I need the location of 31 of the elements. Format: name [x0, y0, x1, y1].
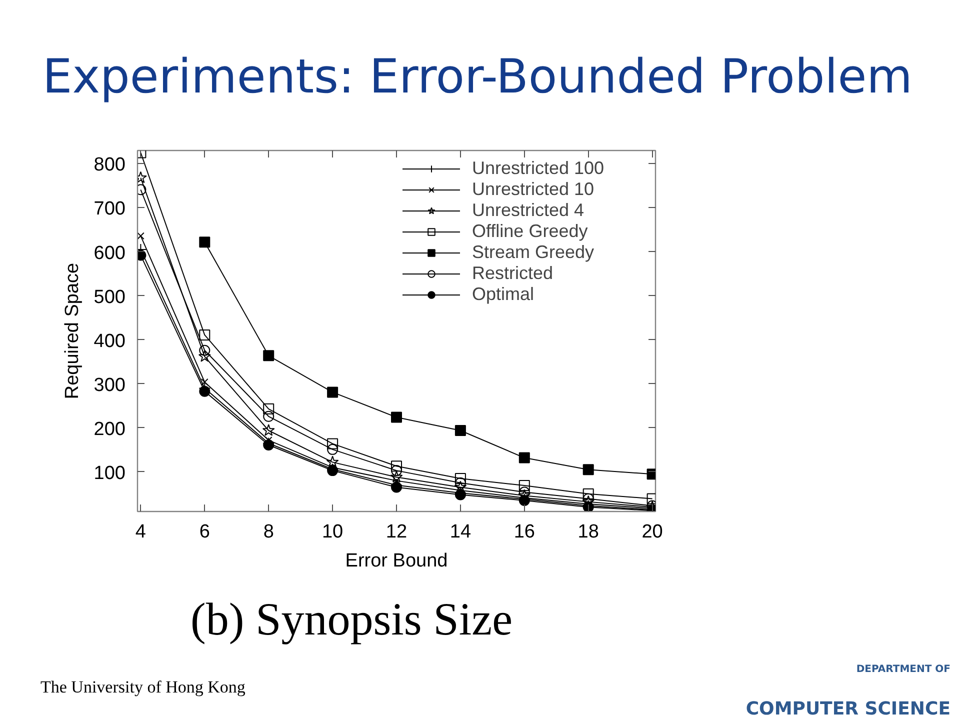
- text: (b) Synopsis Size: [190, 594, 512, 644]
- y-tick-label: 300: [94, 374, 126, 396]
- x-tick-label: 10: [322, 522, 344, 542]
- x-tick-label: 18: [578, 522, 599, 542]
- legend-label: Unrestricted 100: [472, 158, 606, 179]
- y-tick-label: 200: [94, 418, 126, 440]
- x-tick-label: 6: [199, 522, 210, 542]
- text: DEPARTMENT OF: [856, 664, 950, 675]
- legend-label: Restricted: [472, 263, 554, 284]
- y-tick-label: 800: [94, 154, 126, 176]
- x-tick-label: 4: [135, 522, 146, 542]
- text: COMPUTER SCIENCE: [746, 698, 950, 720]
- y-tick-label: 400: [94, 330, 126, 352]
- legend-label: Unrestricted 4: [472, 200, 586, 221]
- x-tick-label: 20: [642, 522, 663, 542]
- x-tick-label: 12: [386, 522, 408, 542]
- chart-title: Experiments: Error-Bounded Problem: [42, 50, 912, 104]
- x-tick-label: 14: [450, 522, 472, 542]
- text: The University of Hong Kong: [40, 678, 246, 696]
- y-tick-label: 500: [94, 286, 126, 308]
- legend-label: Optimal: [472, 284, 536, 305]
- x-axis-title: Error Bound: [345, 550, 448, 572]
- legend-label: Offline Greedy: [472, 221, 589, 242]
- y-tick-label: 100: [94, 462, 126, 484]
- y-tick-label: 600: [94, 242, 126, 264]
- legend-label: Stream Greedy: [472, 242, 596, 263]
- legend-label: Unrestricted 10: [472, 179, 596, 200]
- y-axis-title: Required Space: [62, 262, 83, 400]
- x-tick-label: 16: [514, 522, 535, 542]
- x-tick-label: 8: [263, 522, 274, 542]
- y-tick-label: 700: [94, 198, 126, 220]
